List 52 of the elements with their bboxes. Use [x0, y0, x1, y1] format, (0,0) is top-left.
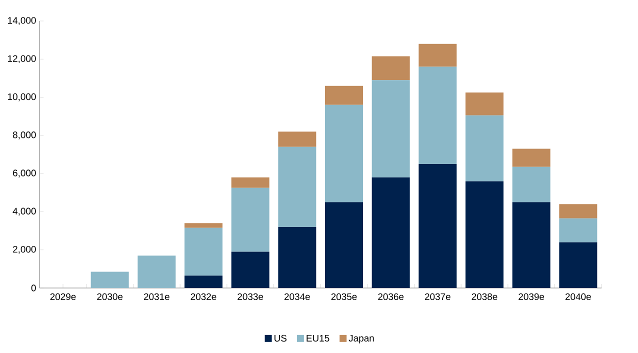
- bar: [325, 86, 364, 105]
- bar: [325, 104, 364, 202]
- bar: [372, 56, 410, 80]
- bar: [184, 223, 222, 228]
- x-tick-label: 2038e: [472, 293, 498, 300]
- bar: [231, 177, 270, 188]
- y-tick-label: 14,000: [8, 17, 36, 25]
- bar: [559, 204, 598, 218]
- bar: [372, 177, 410, 288]
- bar: [466, 92, 504, 116]
- bar: [466, 181, 504, 288]
- y-tick-label: 8,000: [12, 132, 36, 140]
- bar: [418, 44, 457, 67]
- bar: [184, 228, 222, 276]
- legend-label: Japan: [348, 334, 374, 344]
- y-tick-label: 4,000: [12, 208, 36, 216]
- bar: [559, 242, 598, 288]
- bar: [90, 272, 129, 288]
- bar: [512, 148, 550, 167]
- bar: [231, 188, 270, 252]
- bar: [512, 202, 550, 288]
- bar: [559, 218, 598, 242]
- y-tick-label: 6,000: [13, 170, 36, 178]
- bar: [372, 80, 410, 178]
- bar: [325, 202, 364, 288]
- bar: [278, 132, 316, 147]
- x-tick-label: 2033e: [238, 293, 264, 300]
- x-tick-label: 2030e: [97, 293, 123, 300]
- y-tick-label: 10,000: [8, 93, 36, 102]
- x-tick-label: 2029e: [50, 293, 76, 300]
- x-tick-label: 2037e: [424, 293, 450, 300]
- bar: [418, 164, 457, 288]
- bar: [278, 226, 316, 288]
- bar: [138, 256, 176, 288]
- x-tick-label: 2036e: [378, 293, 404, 300]
- bar: [278, 146, 316, 227]
- x-tick-label: 2032e: [190, 293, 216, 300]
- x-tick-label: 2035e: [331, 293, 357, 300]
- y-tick-label: 12,000: [8, 55, 36, 64]
- bar: [418, 66, 457, 164]
- y-tick-label: 2,000: [13, 246, 36, 254]
- bar: [466, 115, 504, 182]
- bar: [231, 252, 270, 288]
- x-tick-label: 2039e: [518, 293, 544, 300]
- bar: [512, 166, 550, 202]
- x-tick-label: 2031e: [144, 293, 170, 300]
- y-tick-label: 0: [31, 284, 36, 292]
- x-tick-label: 2040e: [565, 293, 591, 300]
- bar: [184, 276, 222, 288]
- legend-label: US: [274, 334, 287, 342]
- x-tick-label: 2034e: [284, 293, 310, 300]
- legend-label: EU15: [306, 334, 330, 342]
